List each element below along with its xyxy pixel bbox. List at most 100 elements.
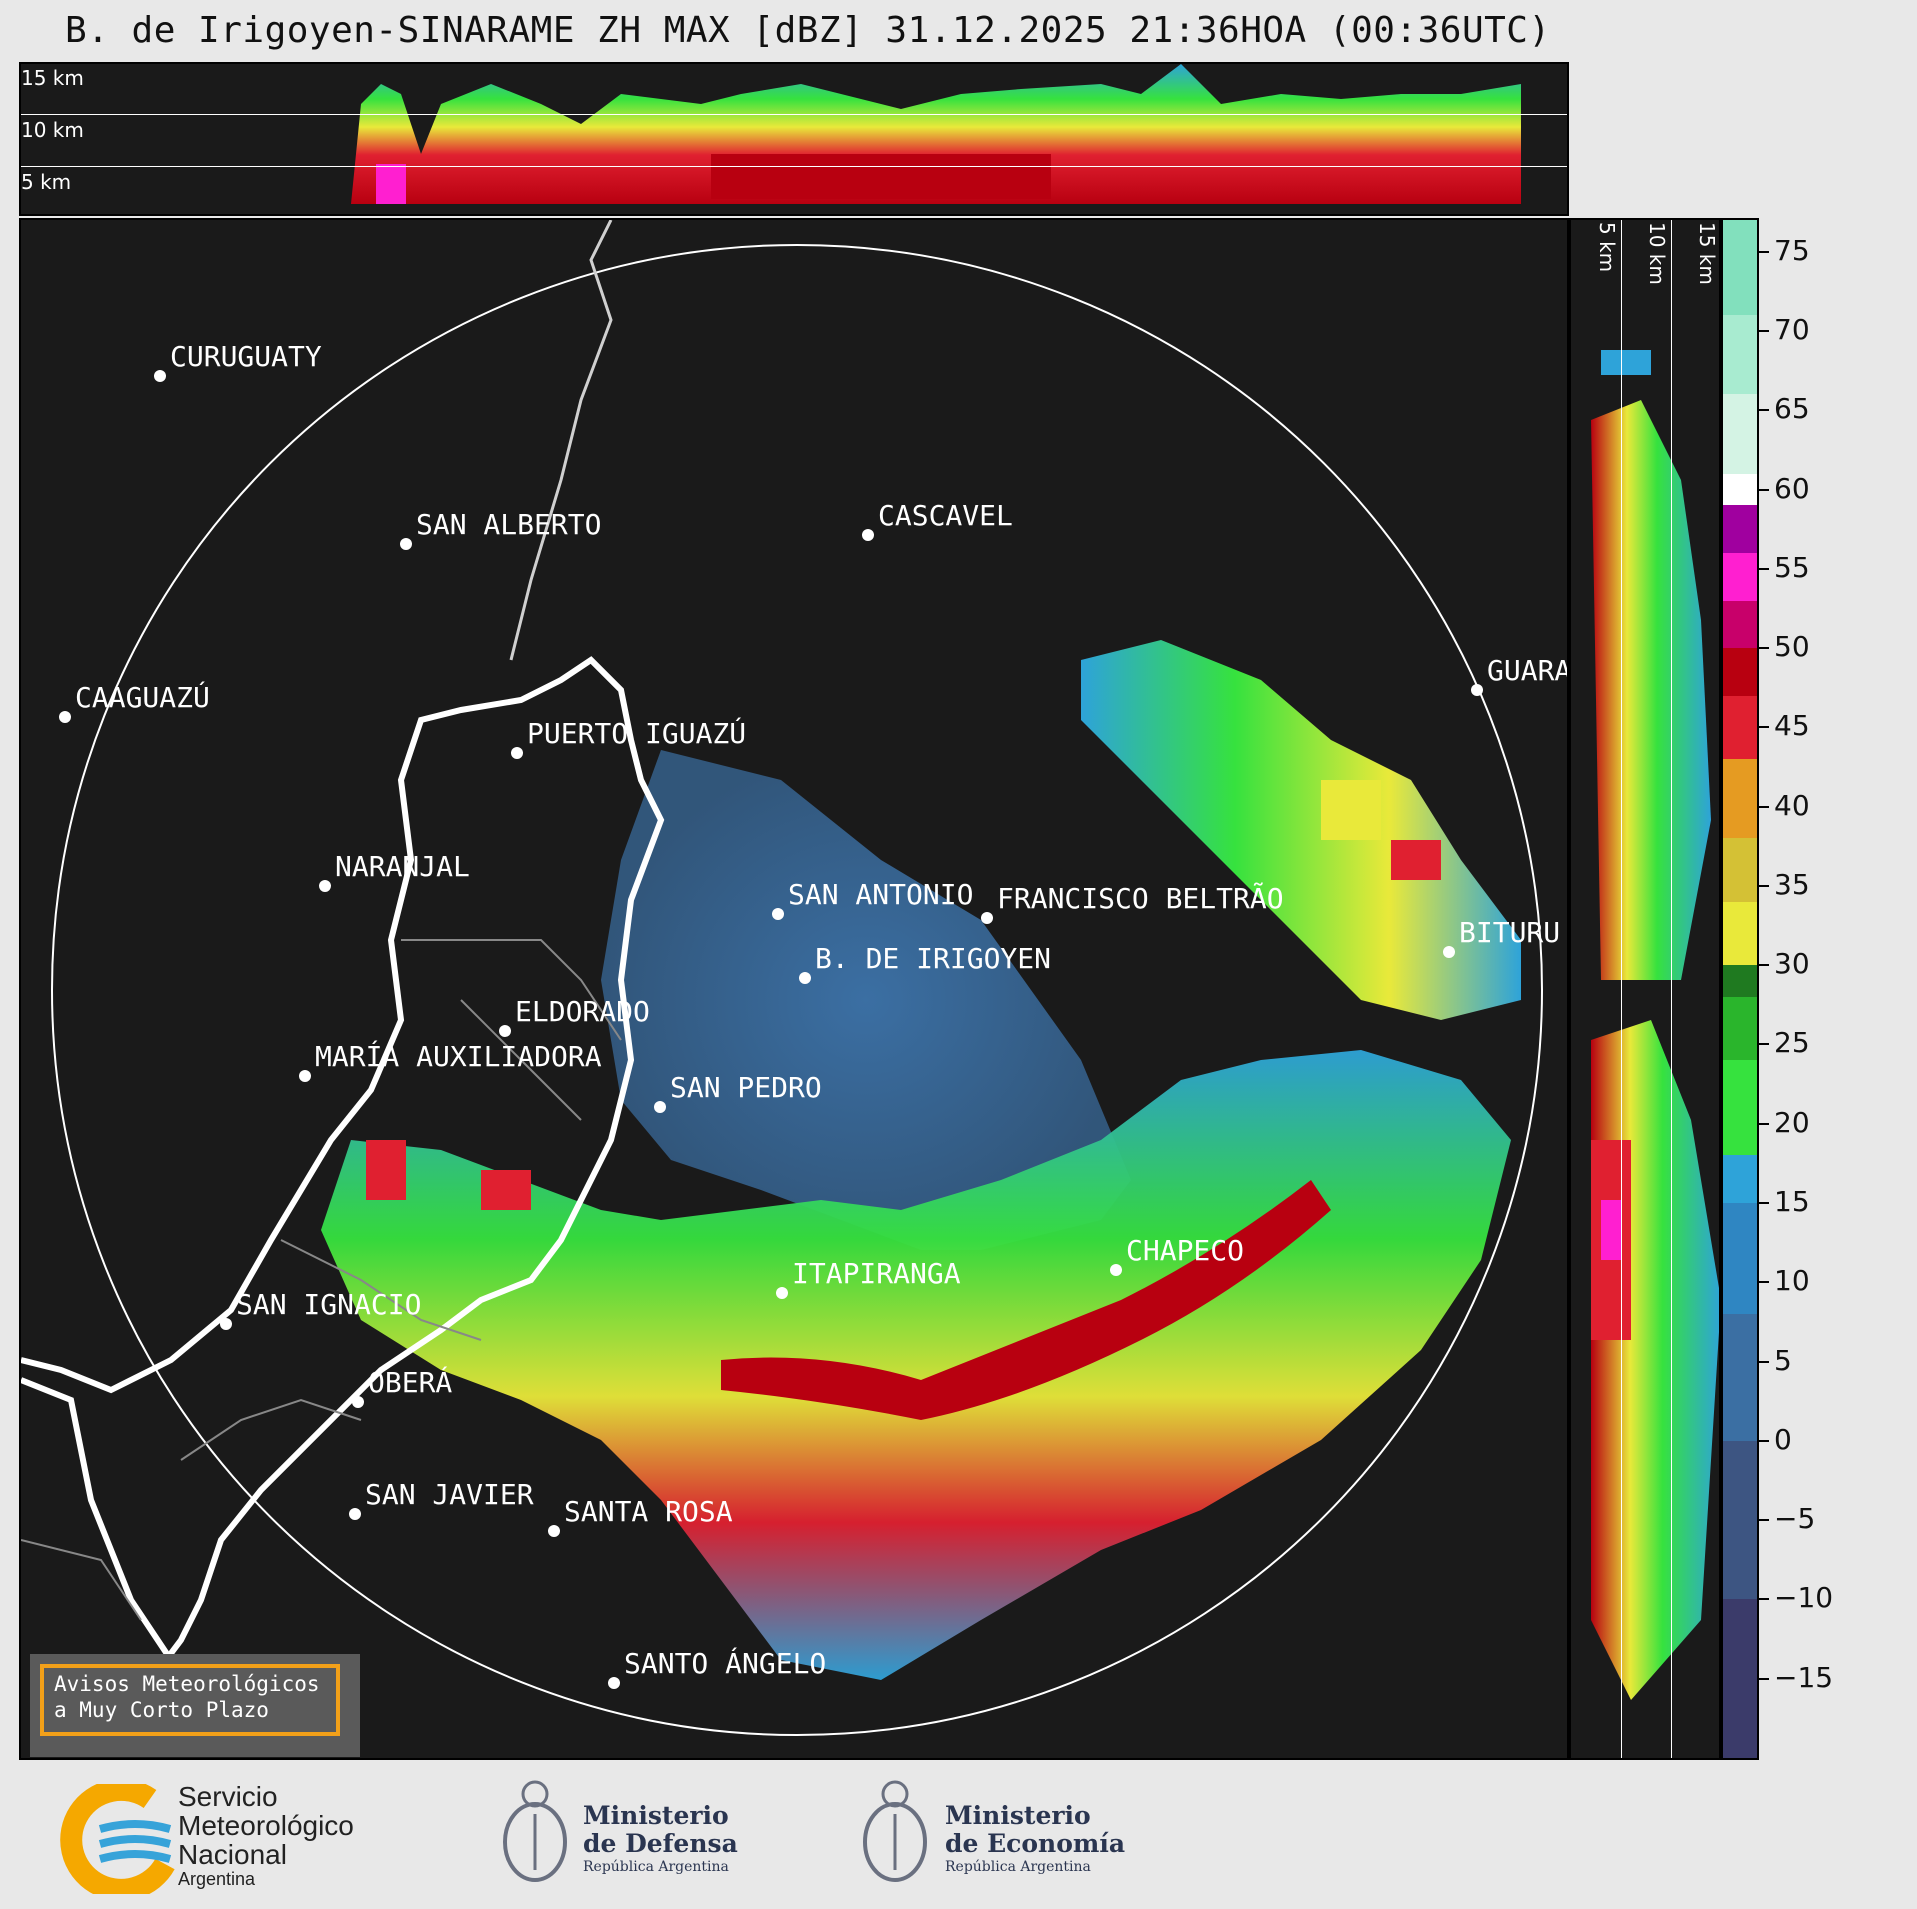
- right-height-profile: 5 km 10 km 15 km: [1569, 218, 1721, 1760]
- colorbar-segment: [1723, 996, 1757, 1061]
- colorbar-tick-mark: [1759, 805, 1769, 808]
- city-label: FRANCISCO BELTRÃO: [997, 882, 1284, 915]
- colorbar-tick-mark: [1759, 1360, 1769, 1363]
- defensa-line-2: de Defensa: [583, 1829, 738, 1858]
- city-label: BITURU: [1459, 916, 1561, 949]
- city-marker: [608, 1677, 620, 1689]
- colorbar-segment: [1723, 838, 1757, 902]
- notice-line-2: a Muy Corto Plazo: [54, 1698, 269, 1722]
- city-marker: [1443, 946, 1455, 958]
- colorbar-tick-mark: [1759, 1043, 1769, 1046]
- city-marker: [1110, 1264, 1122, 1276]
- city-marker: [772, 908, 784, 920]
- colorbar-tick-label: 35: [1774, 867, 1810, 901]
- city-label: CHAPECO: [1126, 1234, 1245, 1267]
- smn-logo-icon: [60, 1784, 175, 1894]
- colorbar-tick-mark: [1759, 1281, 1769, 1284]
- colorbar-tick-label: 25: [1774, 1026, 1810, 1060]
- defensa-line-1: Ministerio: [583, 1801, 729, 1830]
- city-marker: [319, 880, 331, 892]
- city-marker: [548, 1525, 560, 1537]
- city-label: SAN JAVIER: [365, 1478, 534, 1511]
- colorbar-tick-mark: [1759, 1677, 1769, 1680]
- city-label: SANTA ROSA: [564, 1495, 733, 1528]
- right-height-label-15: 15 km: [1695, 222, 1719, 285]
- colorbar-tick-label: 45: [1774, 709, 1810, 743]
- city-label: B. DE IRIGOYEN: [815, 942, 1052, 975]
- colorbar-tick-mark: [1759, 1519, 1769, 1522]
- city-marker: [349, 1508, 361, 1520]
- city-label: GUARA: [1487, 654, 1569, 687]
- colorbar-segment: [1723, 901, 1757, 966]
- colorbar-tick-mark: [1759, 964, 1769, 967]
- colorbar-tick-label: 40: [1774, 788, 1810, 822]
- city-label: SAN IGNACIO: [236, 1288, 422, 1321]
- economia-line-1: Ministerio: [945, 1801, 1091, 1830]
- colorbar-segment: [1723, 1060, 1757, 1156]
- city-label: MARÍA AUXILIADORA: [315, 1040, 602, 1073]
- colorbar-segment: [1723, 220, 1757, 316]
- colorbar-tick-label: 5: [1774, 1343, 1792, 1377]
- colorbar-tick-mark: [1759, 488, 1769, 491]
- city-marker: [981, 912, 993, 924]
- top-height-label-5: 5 km: [21, 170, 72, 194]
- warnings-notice[interactable]: Avisos Meteorológicos a Muy Corto Plazo: [30, 1654, 360, 1757]
- colorbar-tick-label: 75: [1774, 233, 1810, 267]
- page-title: B. de Irigoyen-SINARAME ZH MAX [dBZ] 31.…: [65, 10, 1551, 51]
- colorbar-tick-label: 10: [1774, 1264, 1810, 1298]
- colorbar-segment: [1723, 1440, 1757, 1600]
- colorbar-segment: [1723, 394, 1757, 474]
- smn-name-line-4: Argentina: [178, 1869, 256, 1889]
- city-marker: [862, 529, 874, 541]
- right-height-label-5: 5 km: [1595, 222, 1619, 273]
- economia-line-2: de Economía: [945, 1829, 1126, 1858]
- colorbar-tick-label: 70: [1774, 312, 1810, 346]
- economia-line-3: República Argentina: [945, 1859, 1091, 1875]
- right-height-label-10: 10 km: [1645, 222, 1669, 285]
- smn-name-line-1: Servicio: [178, 1781, 278, 1812]
- colorbar-tick-label: 55: [1774, 550, 1810, 584]
- city-marker: [776, 1287, 788, 1299]
- city-label: SAN ANTONIO: [788, 878, 974, 911]
- city-label: ELDORADO: [515, 995, 650, 1028]
- right-profile-echoes: [1591, 350, 1719, 1700]
- top-height-label-10: 10 km: [21, 118, 84, 142]
- colorbar-tick-mark: [1759, 647, 1769, 650]
- radar-map[interactable]: CURUGUATY SAN ALBERTO CASCAVEL CAAGUAZÚ GUAR…: [19, 218, 1569, 1760]
- colorbar-tick-mark: [1759, 1202, 1769, 1205]
- colorbar-tick-mark: [1759, 1598, 1769, 1601]
- city-marker: [154, 370, 166, 382]
- colorbar-segment: [1723, 315, 1757, 395]
- top-height-label-15: 15 km: [21, 66, 84, 90]
- city-label: SAN PEDRO: [670, 1071, 822, 1104]
- city-marker: [499, 1025, 511, 1037]
- colorbar-segment: [1723, 759, 1757, 839]
- city-label: SAN ALBERTO: [416, 508, 602, 541]
- colorbar-tick-label: 50: [1774, 630, 1810, 664]
- colorbar-segment: [1723, 695, 1757, 760]
- city-label: OBERÁ: [368, 1366, 453, 1399]
- city-label: CAAGUAZÚ: [75, 681, 210, 714]
- colorbar-segment: [1723, 965, 1757, 997]
- coat-of-arms-icon: [503, 1780, 567, 1882]
- defensa-line-3: República Argentina: [583, 1859, 729, 1875]
- city-marker: [511, 747, 523, 759]
- colorbar-segment: [1723, 648, 1757, 696]
- notice-line-1: Avisos Meteorológicos: [54, 1672, 320, 1696]
- smn-name-line-2: Meteorológico: [178, 1810, 354, 1841]
- colorbar-tick-label: 20: [1774, 1105, 1810, 1139]
- city-marker: [654, 1101, 666, 1113]
- colorbar-tick-mark: [1759, 726, 1769, 729]
- coat-of-arms-icon: [863, 1780, 927, 1882]
- city-marker: [299, 1070, 311, 1082]
- city-marker: [799, 972, 811, 984]
- colorbar-segment: [1723, 473, 1757, 506]
- colorbar-tick-mark: [1759, 567, 1769, 570]
- smn-name-line-3: Nacional: [178, 1839, 287, 1870]
- city-label: SANTO ÁNGELO: [624, 1647, 827, 1680]
- colorbar-segment: [1723, 1599, 1757, 1758]
- colorbar-tick-label: 60: [1774, 471, 1810, 505]
- colorbar-tick-mark: [1759, 409, 1769, 412]
- colorbar-tick-label: 0: [1774, 1422, 1792, 1456]
- city-label: CASCAVEL: [878, 499, 1013, 532]
